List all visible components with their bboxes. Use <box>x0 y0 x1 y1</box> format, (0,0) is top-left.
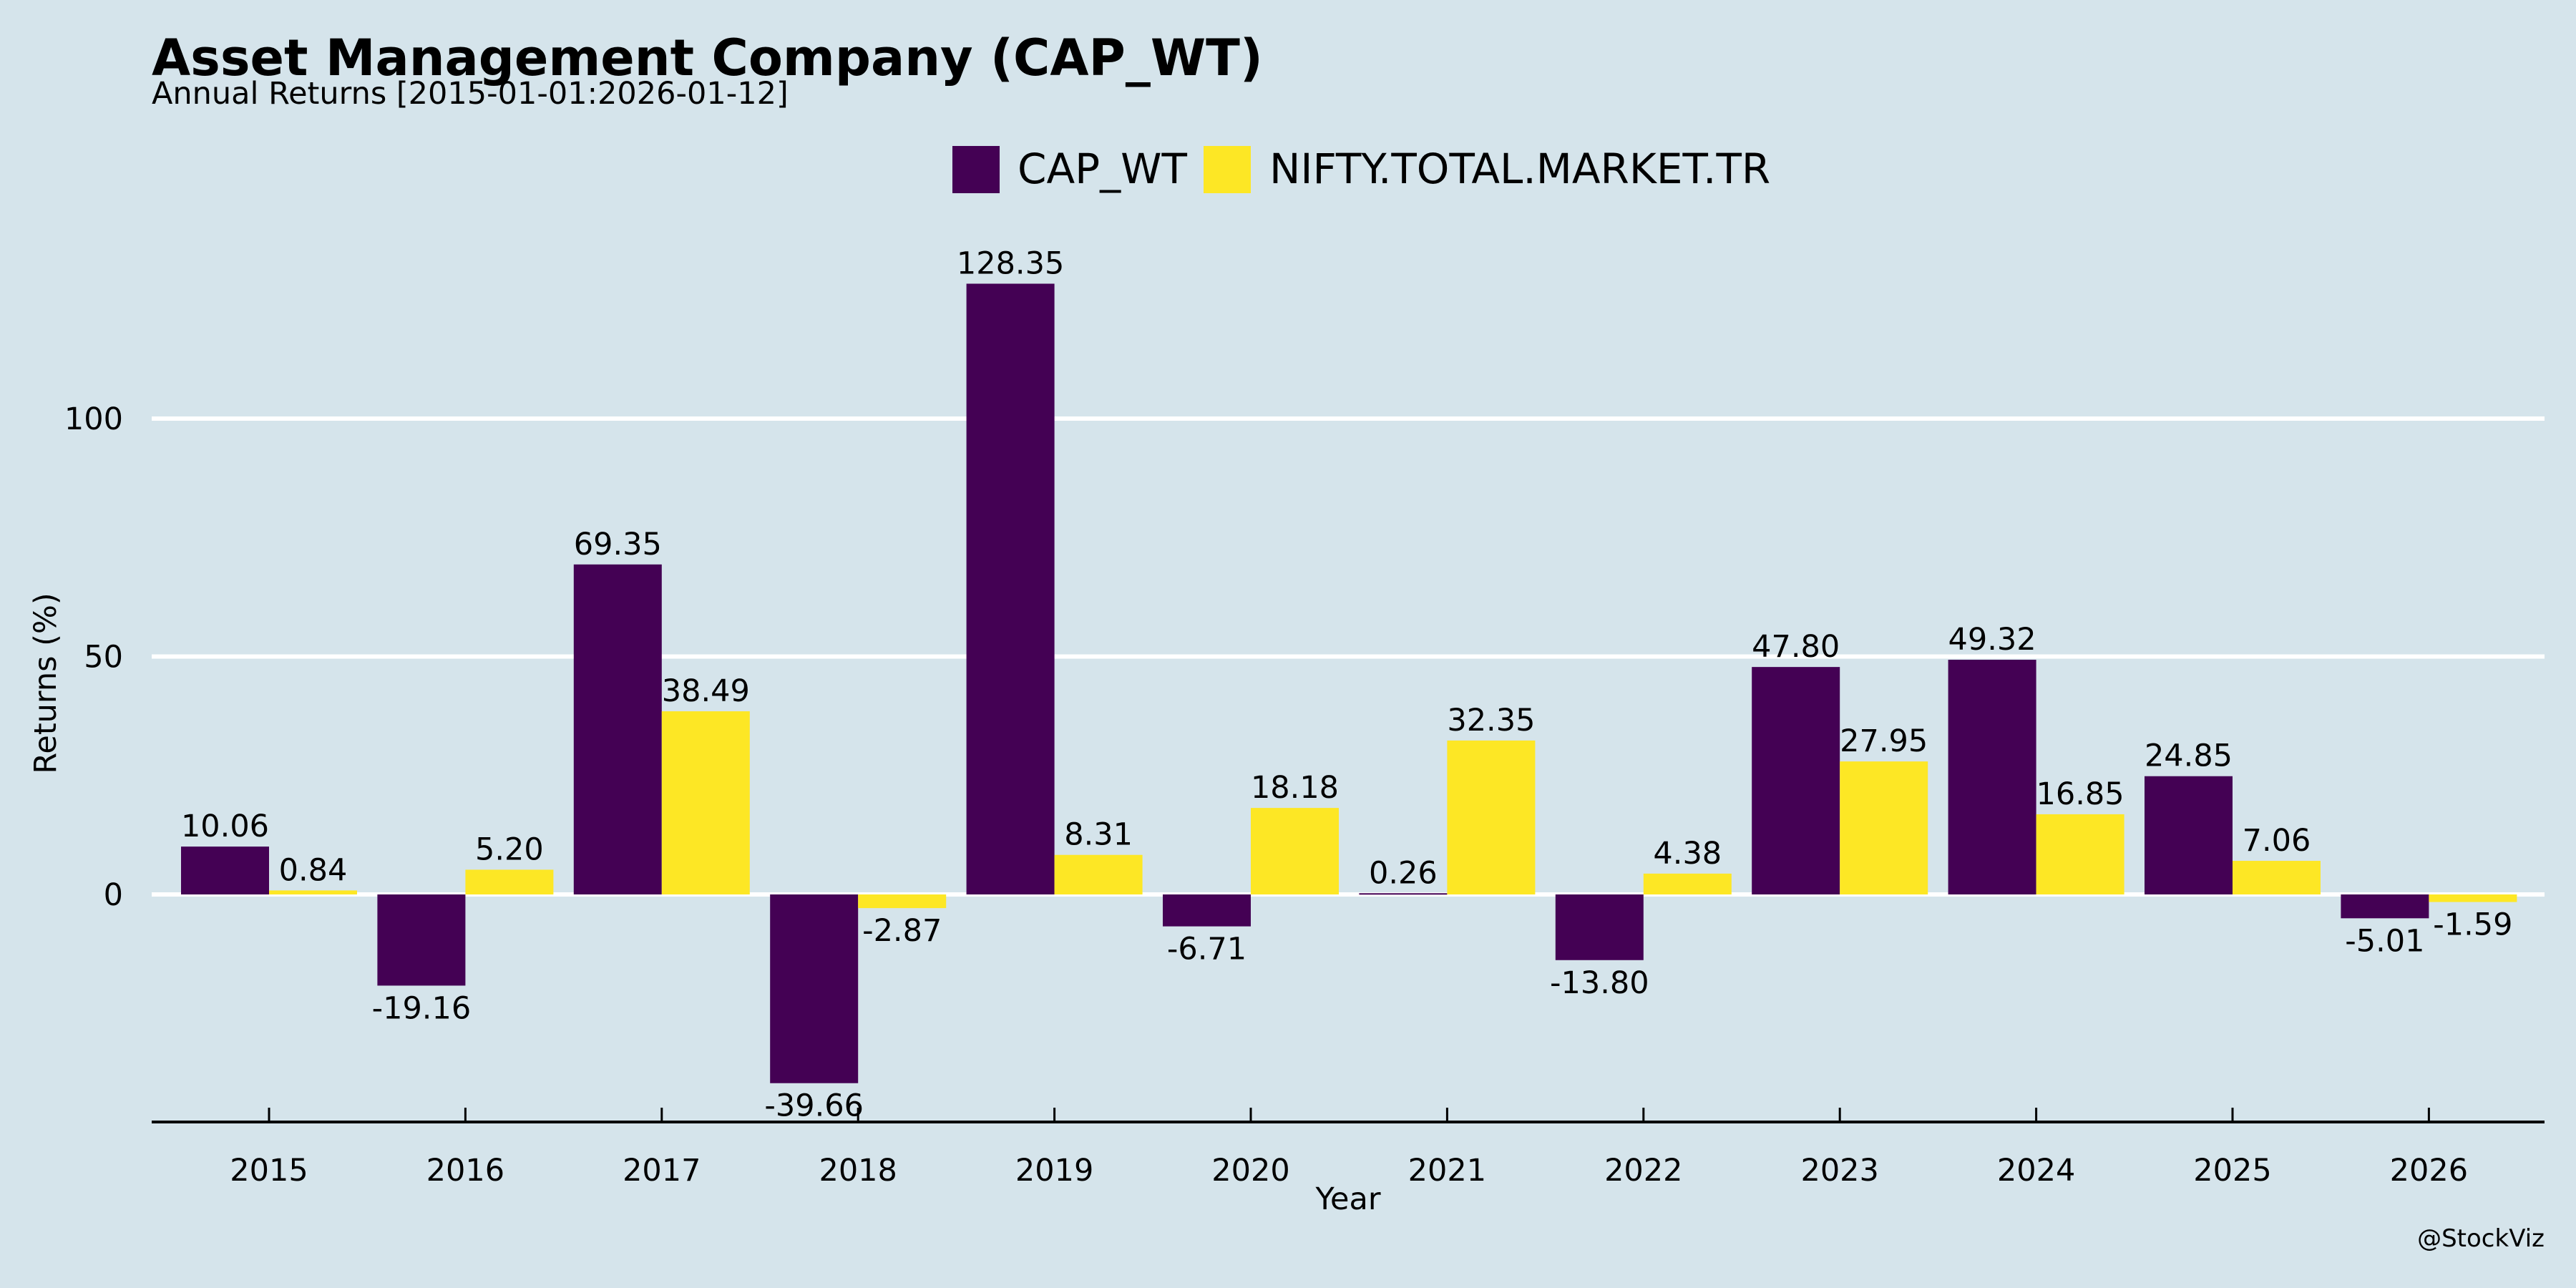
bar-nifty-2019 <box>1054 854 1143 894</box>
chart-title: Asset Management Company (CAP_WT) <box>152 29 1263 87</box>
bar-cap-wt-2025 <box>2145 776 2233 894</box>
y-tick-label: 100 <box>64 401 123 437</box>
bar-nifty-2015 <box>269 890 357 894</box>
bar-cap-wt-2023 <box>1752 667 1840 894</box>
bar-nifty-2016 <box>465 869 554 894</box>
label-nifty-2015: 0.84 <box>279 852 348 888</box>
bars <box>181 283 2517 1083</box>
bar-cap-wt-2019 <box>966 283 1055 894</box>
label-cap-wt-2017: 69.35 <box>574 527 662 562</box>
x-tick-label: 2019 <box>1015 1153 1093 1189</box>
label-nifty-2026: -1.59 <box>2433 907 2512 943</box>
bar-nifty-2026 <box>2429 894 2517 902</box>
bar-nifty-2021 <box>1447 740 1536 894</box>
label-cap-wt-2016: -19.16 <box>372 990 472 1026</box>
label-nifty-2022: 4.38 <box>1653 836 1722 872</box>
legend: CAP_WT NIFTY.TOTAL.MARKET.TR <box>952 145 1770 193</box>
bar-cap-wt-2016 <box>377 894 466 986</box>
label-nifty-2021: 32.35 <box>1447 703 1535 738</box>
label-cap-wt-2023: 47.80 <box>1752 629 1840 665</box>
bar-nifty-2018 <box>858 894 947 909</box>
label-nifty-2019: 8.31 <box>1064 817 1133 853</box>
x-axis-label: Year <box>1314 1181 1380 1217</box>
label-cap-wt-2019: 128.35 <box>957 245 1064 281</box>
label-nifty-2020: 18.18 <box>1251 770 1339 806</box>
label-cap-wt-2015: 10.06 <box>181 809 269 844</box>
x-tick-label: 2017 <box>623 1153 701 1189</box>
label-nifty-2018: -2.87 <box>862 913 942 949</box>
legend-label-nifty: NIFTY.TOTAL.MARKET.TR <box>1269 145 1770 193</box>
x-tick-label: 2015 <box>230 1153 308 1189</box>
y-axis-ticks: 0 50 100 <box>64 401 123 913</box>
x-axis-ticks: 2015 2016 2017 2018 2019 2020 2021 2022 2023 2024… <box>230 1108 2468 1189</box>
bar-nifty-2024 <box>2036 814 2124 894</box>
credit-watermark: @StockViz <box>2417 1224 2545 1253</box>
label-cap-wt-2018: -39.66 <box>764 1088 864 1124</box>
bar-cap-wt-2015 <box>181 847 269 894</box>
label-nifty-2024: 16.85 <box>2036 776 2124 812</box>
x-tick-label: 2023 <box>1800 1153 1878 1189</box>
bar-cap-wt-2021 <box>1359 893 1448 895</box>
label-cap-wt-2025: 24.85 <box>2145 738 2233 774</box>
y-axis-label: Returns (%) <box>28 592 64 774</box>
label-cap-wt-2022: -13.80 <box>1550 965 1649 1001</box>
bar-cap-wt-2018 <box>770 894 859 1083</box>
legend-swatch-cap-wt <box>952 146 1000 193</box>
x-tick-label: 2020 <box>1211 1153 1289 1189</box>
y-tick-label: 50 <box>84 640 123 675</box>
label-nifty-2016: 5.20 <box>475 831 544 867</box>
label-cap-wt-2021: 0.26 <box>1369 855 1438 891</box>
label-nifty-2017: 38.49 <box>662 673 750 709</box>
bar-nifty-2025 <box>2233 861 2321 894</box>
y-tick-label: 0 <box>104 877 123 913</box>
x-tick-label: 2026 <box>2390 1153 2468 1189</box>
data-labels: 10.06 0.84 -19.16 5.20 69.35 38.49 -39.66 -2.87… <box>181 245 2513 1123</box>
label-cap-wt-2024: 49.32 <box>1948 622 2036 658</box>
label-nifty-2025: 7.06 <box>2243 823 2311 859</box>
bar-nifty-2020 <box>1251 808 1339 894</box>
bar-nifty-2017 <box>661 711 750 894</box>
x-tick-label: 2016 <box>426 1153 504 1189</box>
legend-label-cap-wt: CAP_WT <box>1018 145 1187 193</box>
legend-swatch-nifty <box>1204 146 1251 193</box>
chart-subtitle: Annual Returns [2015-01-01:2026-01-12] <box>152 76 789 112</box>
bar-cap-wt-2017 <box>573 564 662 894</box>
x-tick-label: 2024 <box>1997 1153 2075 1189</box>
x-tick-label: 2022 <box>1604 1153 1682 1189</box>
bar-cap-wt-2024 <box>1948 660 2036 894</box>
label-nifty-2023: 27.95 <box>1840 723 1928 759</box>
bar-nifty-2023 <box>1840 761 1928 894</box>
x-tick-label: 2025 <box>2193 1153 2271 1189</box>
bar-nifty-2022 <box>1643 873 1732 894</box>
x-tick-label: 2021 <box>1408 1153 1486 1189</box>
label-cap-wt-2026: -5.01 <box>2345 923 2424 959</box>
bar-cap-wt-2020 <box>1163 894 1251 927</box>
bar-cap-wt-2022 <box>1555 894 1644 960</box>
label-cap-wt-2020: -6.71 <box>1167 932 1246 967</box>
bar-cap-wt-2026 <box>2341 894 2429 919</box>
x-tick-label: 2018 <box>819 1153 897 1189</box>
